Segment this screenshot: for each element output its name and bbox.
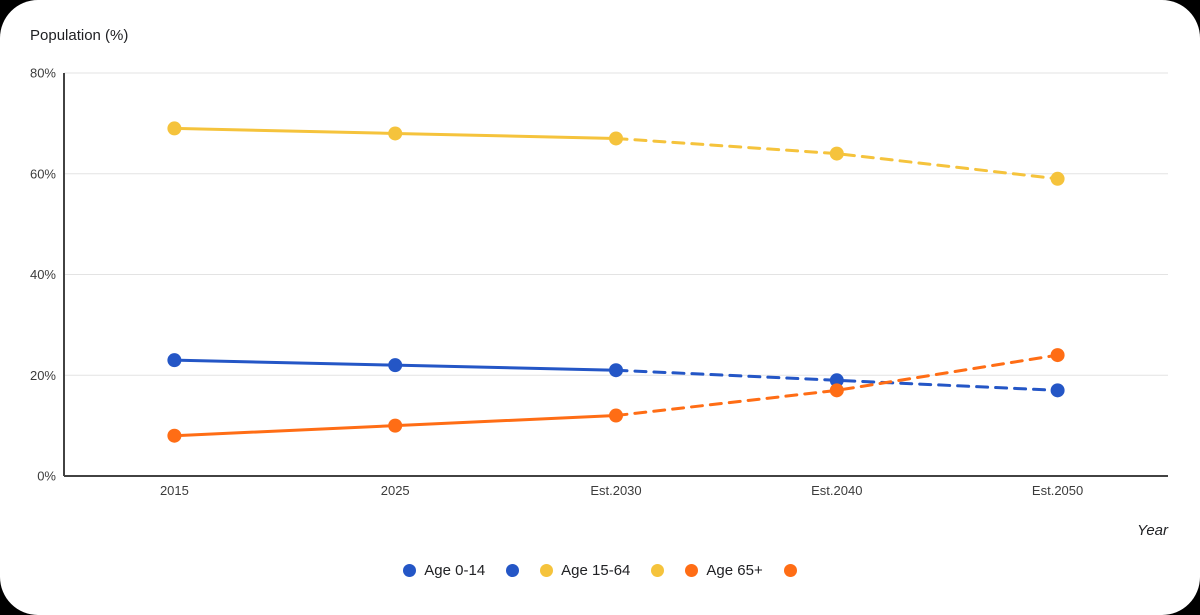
point-age-0-14-2025[interactable] (388, 358, 403, 373)
point-age-65-est-2030[interactable] (609, 408, 623, 423)
legend-item-unlabeled[interactable] (651, 564, 665, 577)
point-age-65-est-2050[interactable] (1050, 348, 1065, 363)
chart-title: Population (%) (30, 27, 129, 44)
y-tick-label: 20% (30, 368, 56, 383)
legend-item-age-0-14[interactable]: Age 0-14 (403, 562, 485, 579)
legend-dot (651, 564, 665, 577)
legend-label: Age 0-14 (424, 562, 486, 579)
point-age-0-14-est-2030[interactable] (609, 363, 623, 378)
point-age-0-14-2015[interactable] (167, 353, 182, 368)
legend-dot (403, 564, 417, 577)
legend-item-unlabeled[interactable] (783, 564, 797, 577)
point-age-65-2015[interactable] (167, 428, 182, 443)
legend-label: Age 65+ (706, 562, 763, 579)
x-tick-label: Est.2050 (1032, 483, 1083, 498)
point-age-15-64-2025[interactable] (388, 126, 403, 141)
y-tick-label: 0% (37, 469, 56, 484)
legend-item-unlabeled[interactable] (506, 564, 520, 577)
legend: Age 0-14 Age 15-64 Age 65+ (0, 562, 1200, 579)
legend-item-age-65[interactable]: Age 65+ (685, 562, 763, 579)
legend-dot (506, 564, 520, 577)
x-tick-label: 2015 (160, 483, 189, 498)
legend-dot (685, 564, 699, 577)
y-tick-label: 40% (30, 267, 56, 282)
legend-label: Age 15-64 (561, 562, 631, 579)
y-tick-label: 80% (30, 66, 56, 81)
point-age-0-14-est-2040[interactable] (829, 373, 844, 388)
point-age-15-64-est-2030[interactable] (609, 131, 623, 146)
legend-dot (540, 564, 554, 577)
x-tick-label: Est.2040 (811, 483, 862, 498)
point-age-15-64-est-2050[interactable] (1050, 171, 1065, 186)
x-tick-label: 2025 (381, 483, 410, 498)
y-tick-label: 60% (30, 166, 56, 181)
legend-dot (783, 564, 797, 577)
x-axis-title: Year (1137, 522, 1168, 539)
point-age-15-64-est-2040[interactable] (829, 146, 844, 161)
series-age-65-dashed-line[interactable] (614, 353, 1060, 418)
point-age-0-14-est-2050[interactable] (1050, 383, 1065, 398)
point-age-65-2025[interactable] (388, 418, 403, 433)
point-age-65-est-2040[interactable] (829, 383, 844, 398)
x-tick-label: Est.2030 (590, 483, 641, 498)
legend-item-age-15-64[interactable]: Age 15-64 (540, 562, 630, 579)
point-age-15-64-2015[interactable] (167, 121, 182, 136)
